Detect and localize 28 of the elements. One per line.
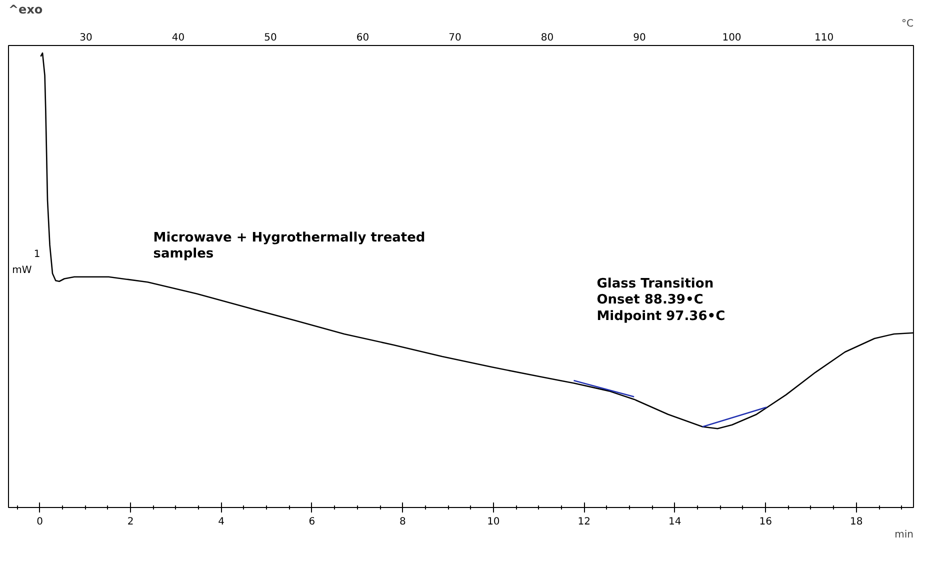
x-tick-label: 8 [400,516,406,528]
annotation: Microwave + Hygrothermally treated samples [153,230,426,262]
x2-tick-label: 70 [448,32,462,44]
annotation: Glass Transition [596,276,714,292]
annotation: 1 [34,248,40,260]
x-tick-label: 2 [127,516,134,528]
annotation: mW [12,264,32,276]
x2-tick-label: 100 [722,32,742,44]
x2-tick-label: 30 [80,32,92,44]
x2-tick-label: 50 [264,32,277,44]
x-tick-label: 18 [850,516,863,528]
x-axis-title: min [894,530,914,540]
x-tick-label: 10 [487,516,500,528]
x2-tick-label: 40 [172,32,185,44]
x-tick-label: 16 [759,516,772,528]
x-tick-label: 14 [668,516,682,528]
x-tick-label: 12 [578,516,591,528]
text: ^exo [8,2,43,16]
x-tick-label: 4 [218,516,224,528]
x2-tick-label: 90 [633,32,646,44]
x2-tick-label: 110 [814,32,834,44]
x-tick-label: 6 [308,516,316,528]
x2-axis-title: °C [902,18,914,30]
x2-tick-label: 60 [356,32,370,44]
annotation: Midpoint 97.36•C [596,308,726,324]
annotation: Onset 88.39•C [596,292,704,308]
x2-tick-label: 80 [540,32,554,44]
x-tick-label: 0 [36,516,43,528]
